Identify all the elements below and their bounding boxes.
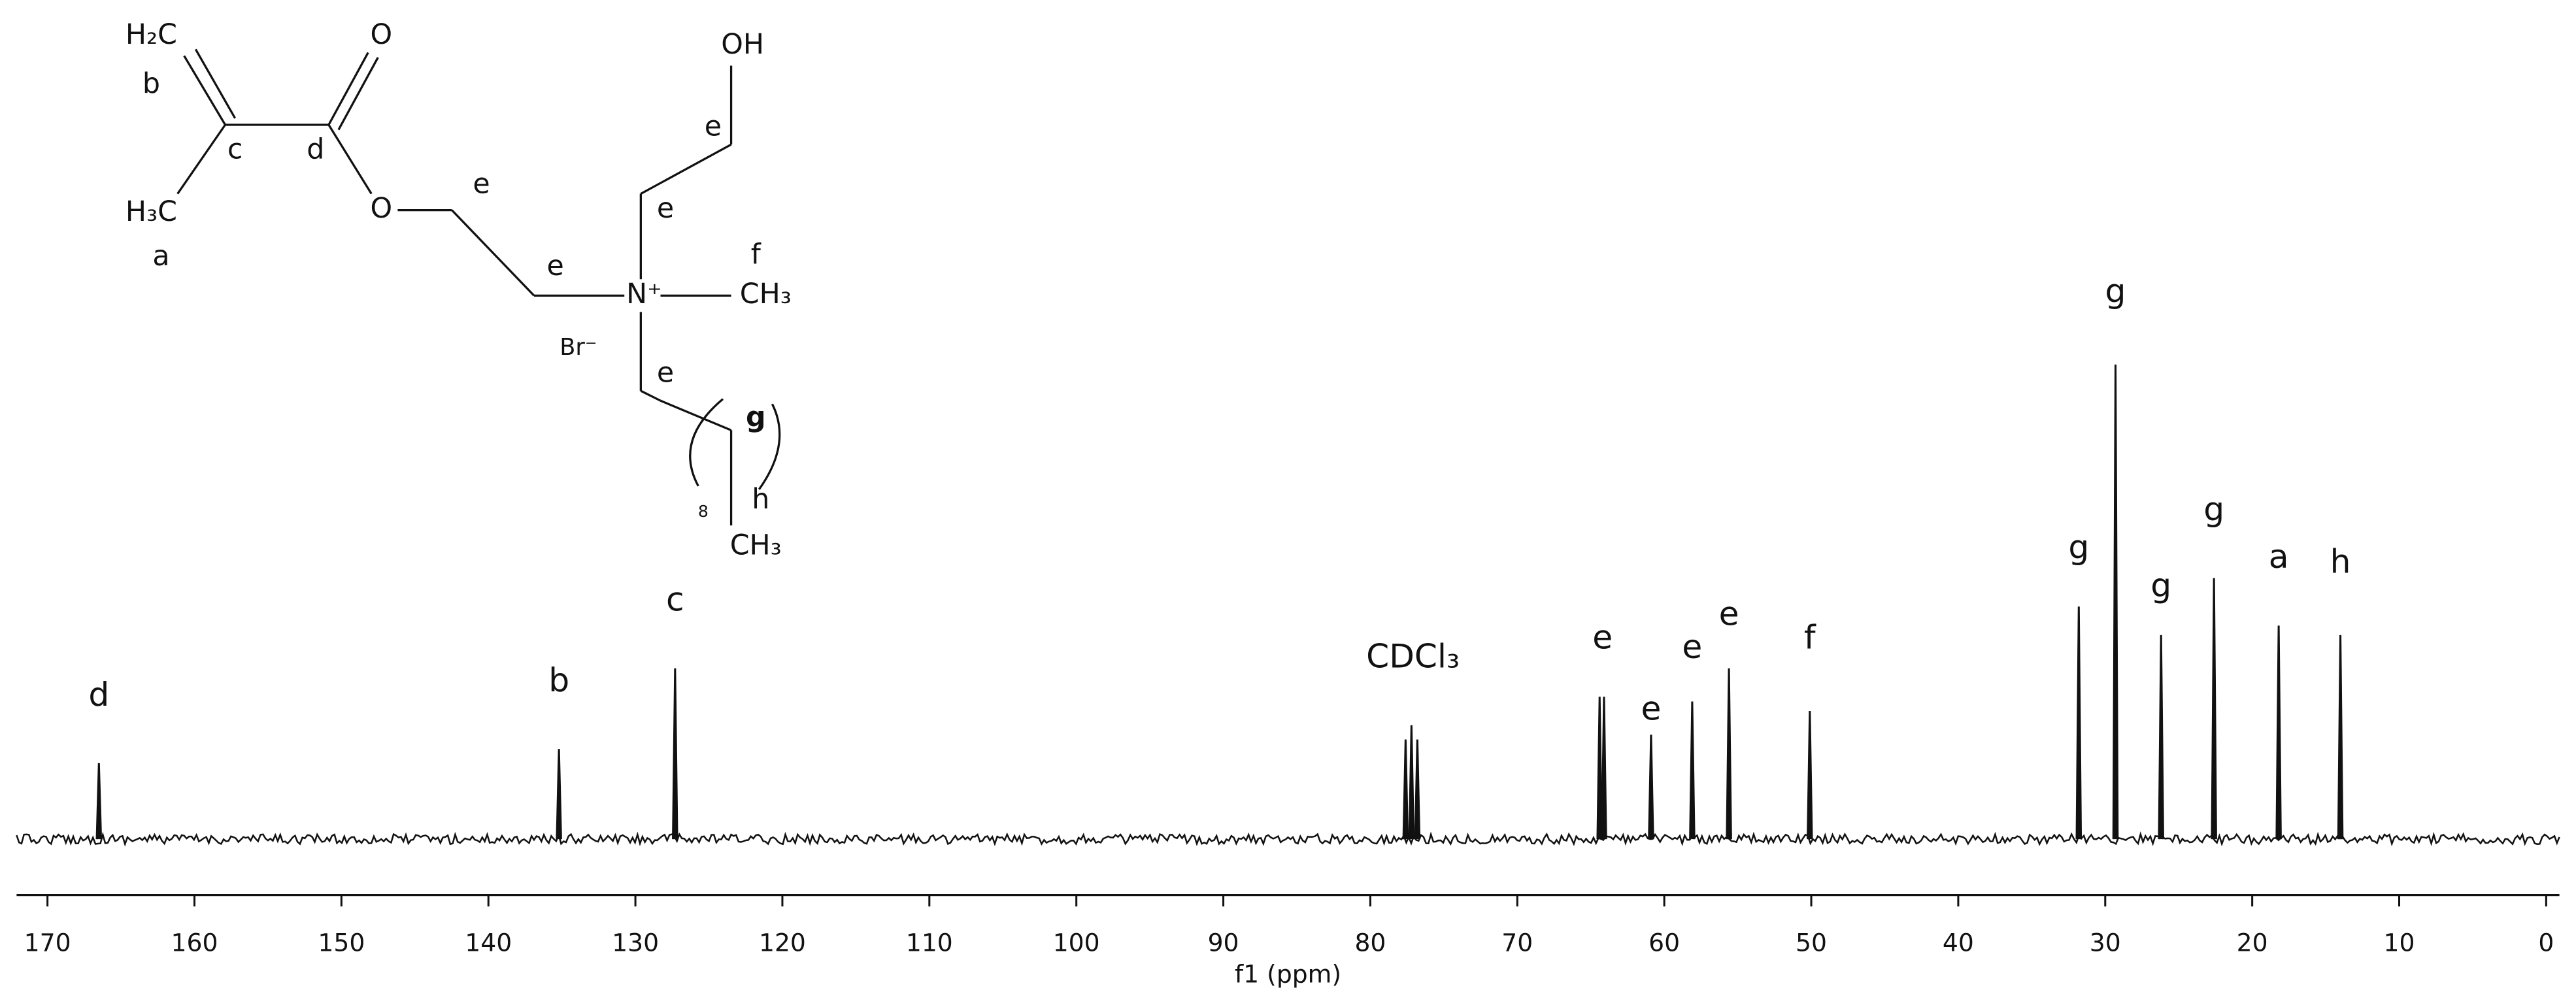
peak-label: e (1682, 627, 1702, 666)
x-tick-label: 150 (318, 929, 365, 957)
baseline-noise (16, 831, 2560, 847)
peak (2275, 625, 2282, 840)
peak-label: b (548, 661, 569, 699)
structure: H₂C b O c d H₃C a O e e N⁺ f CH₃ Br⁻ e e… (125, 18, 792, 562)
atom-label: CH₃ (730, 529, 782, 561)
peak (1807, 711, 1813, 840)
x-tick-label: 70 (1501, 929, 1533, 957)
peak (1408, 725, 1415, 840)
peak (2112, 364, 2119, 840)
peak (1596, 697, 1603, 840)
peak-label: h (2330, 542, 2351, 580)
x-tick-label: 20 (2237, 929, 2268, 957)
x-tick-label: 10 (2384, 929, 2415, 957)
peak-label: a (2269, 537, 2289, 576)
atom-label: O (370, 18, 392, 51)
x-tick-label: 0 (2538, 929, 2554, 957)
peak (2337, 634, 2344, 840)
peak-label: e (1592, 618, 1613, 657)
x-tick-label: 110 (906, 929, 953, 957)
atom-letter: e (705, 110, 722, 143)
repeat-count: 8 (698, 502, 709, 521)
peak-label: e (1719, 594, 1739, 633)
x-axis-label: f1 (ppm) (1235, 959, 1341, 988)
x-tick-label: 50 (1796, 929, 1827, 957)
x-tick-label: 170 (24, 929, 71, 957)
x-tick-label: 140 (465, 929, 512, 957)
atom-letter: h (752, 483, 769, 516)
peak (1648, 734, 1654, 840)
x-tick-label: 40 (1943, 929, 1974, 957)
atom-label: O (370, 192, 392, 225)
peak (95, 763, 103, 840)
atom-label: H₃C (125, 195, 177, 228)
peak-label: d (88, 675, 109, 714)
peak (1689, 701, 1696, 840)
atom-label: Br⁻ (560, 334, 597, 361)
peak-label: e (1641, 689, 1661, 728)
atom-letter: e (657, 356, 674, 389)
atom-label: CH₃ (740, 278, 792, 310)
peak (1726, 668, 1732, 840)
atom-label: H₂C (125, 18, 177, 51)
peak (2158, 634, 2164, 840)
x-tick-label: 160 (171, 929, 218, 957)
x-tick-label: 60 (1648, 929, 1680, 957)
x-tick-label: 30 (2090, 929, 2121, 957)
peak (1414, 739, 1421, 840)
atom-letter: c (227, 133, 243, 166)
x-tick-label: 100 (1053, 929, 1100, 957)
peak (672, 668, 678, 840)
peak (556, 749, 562, 840)
atom-letter: e (657, 192, 674, 225)
peak-label: g (2203, 490, 2224, 529)
atom-letter: a (152, 240, 169, 272)
peak (1601, 697, 1607, 840)
atom-letter: f (751, 239, 761, 271)
peak-label: CDCl₃ (1366, 637, 1460, 676)
peak-label: g (2105, 271, 2126, 310)
atom-letter: b (142, 67, 160, 100)
peak (1402, 739, 1409, 840)
atom-letter: g (746, 401, 766, 433)
atom-letter: e (547, 250, 564, 282)
peak-label: g (2068, 528, 2089, 567)
x-tick-label: 90 (1208, 929, 1239, 957)
x-tick-label: 130 (612, 929, 659, 957)
peak (2075, 606, 2083, 840)
atom-label: N⁺ (626, 278, 662, 310)
x-tick-label: 120 (759, 929, 806, 957)
atom-label: OH (721, 28, 764, 61)
peak-label: c (666, 580, 684, 619)
peak (2211, 578, 2217, 840)
atom-letter: e (473, 167, 490, 200)
atom-letter: d (307, 133, 324, 166)
x-tick-label: 80 (1354, 929, 1386, 957)
peak-label: f (1804, 618, 1816, 657)
peak-label: g (2150, 566, 2171, 604)
